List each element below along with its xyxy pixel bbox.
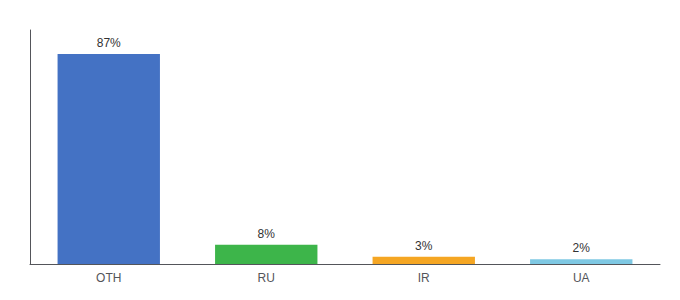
svg-text:IR: IR [418, 271, 430, 285]
svg-text:8%: 8% [258, 227, 276, 241]
svg-text:3%: 3% [415, 239, 433, 253]
svg-text:RU: RU [258, 271, 275, 285]
svg-text:2%: 2% [573, 241, 591, 255]
svg-text:UA: UA [573, 271, 590, 285]
svg-text:OTH: OTH [96, 271, 121, 285]
svg-text:87%: 87% [97, 36, 121, 50]
